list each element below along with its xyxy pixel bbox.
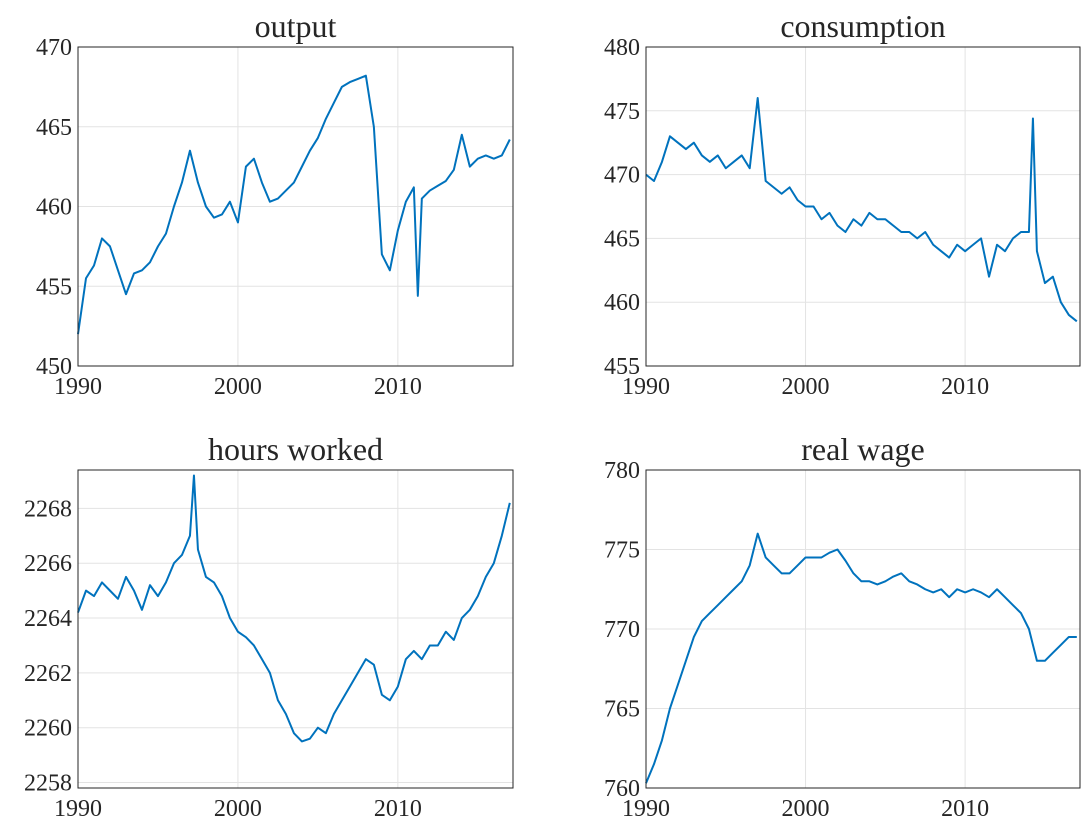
x-tick-label: 2010 xyxy=(941,796,989,822)
y-tick-label: 455 xyxy=(36,274,72,300)
data-line xyxy=(645,97,1078,323)
y-tick-label: 2258 xyxy=(24,771,72,797)
y-tick-label: 2264 xyxy=(24,606,72,632)
x-tick-label: 2000 xyxy=(214,374,262,400)
x-tick-label: 2000 xyxy=(782,796,830,822)
axes-frame xyxy=(645,469,1081,789)
y-tick-label: 455 xyxy=(604,354,640,380)
x-tick-label: 1990 xyxy=(54,796,102,822)
chart-title: consumption xyxy=(780,8,945,44)
axes-frame xyxy=(77,469,514,789)
axes-frame xyxy=(645,46,1081,367)
x-tick-label: 2010 xyxy=(374,374,422,400)
y-tick-label: 765 xyxy=(604,697,640,723)
y-tick-label: 770 xyxy=(604,617,640,643)
y-tick-label: 465 xyxy=(604,226,640,252)
y-tick-label: 470 xyxy=(36,35,72,61)
y-tick-label: 450 xyxy=(36,354,72,380)
x-tick-label: 2000 xyxy=(782,374,830,400)
y-tick-label: 2260 xyxy=(24,716,72,742)
chart-title: real wage xyxy=(801,431,924,467)
plot-area xyxy=(646,47,1080,366)
axes-frame xyxy=(77,46,514,367)
chart-title: hours worked xyxy=(208,431,383,467)
y-tick-label: 760 xyxy=(604,776,640,802)
y-tick-label: 465 xyxy=(36,115,72,141)
data-line xyxy=(645,532,1077,784)
y-tick-label: 2268 xyxy=(24,496,72,522)
y-tick-label: 2266 xyxy=(24,551,72,577)
y-tick-label: 470 xyxy=(604,163,640,189)
data-line xyxy=(77,74,511,335)
x-tick-label: 1990 xyxy=(54,374,102,400)
y-tick-label: 460 xyxy=(604,290,640,316)
y-tick-label: 775 xyxy=(604,538,640,564)
y-tick-label: 460 xyxy=(36,195,72,221)
plot-area xyxy=(78,470,513,788)
data-line xyxy=(77,474,511,743)
y-tick-label: 2262 xyxy=(24,661,72,687)
x-tick-label: 2000 xyxy=(214,796,262,822)
chart-title: output xyxy=(255,8,337,44)
x-tick-label: 2010 xyxy=(941,374,989,400)
x-tick-label: 1990 xyxy=(622,374,670,400)
x-tick-label: 1990 xyxy=(622,796,670,822)
y-tick-label: 780 xyxy=(604,458,640,484)
x-tick-label: 2010 xyxy=(374,796,422,822)
y-tick-label: 475 xyxy=(604,99,640,125)
y-tick-label: 480 xyxy=(604,35,640,61)
